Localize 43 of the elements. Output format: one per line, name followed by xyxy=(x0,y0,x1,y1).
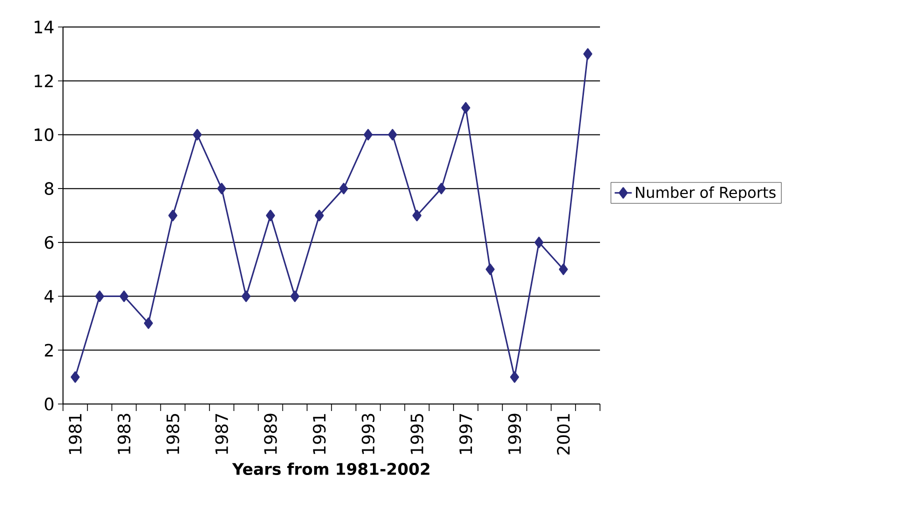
y-tick-label: 0 xyxy=(44,398,54,410)
x-tick-label: 1983 xyxy=(118,414,130,454)
x-tick-label: 1997 xyxy=(459,414,472,454)
point xyxy=(266,210,275,222)
point xyxy=(290,290,300,302)
point xyxy=(412,210,422,222)
x-tick-label: 2001 xyxy=(556,414,570,455)
point xyxy=(510,371,520,383)
y-tick-label: 4 xyxy=(44,290,54,302)
x-tick-label: 1989 xyxy=(264,414,277,454)
point xyxy=(95,290,104,302)
point xyxy=(486,264,495,276)
point xyxy=(436,182,446,194)
point xyxy=(217,182,226,194)
point xyxy=(242,290,251,302)
point xyxy=(461,102,470,114)
y-tick-label: 8 xyxy=(44,182,54,195)
point xyxy=(120,290,129,302)
x-tick-label: 1987 xyxy=(215,414,228,454)
point xyxy=(558,264,568,276)
point xyxy=(364,128,373,140)
y-tick-label: 2 xyxy=(44,344,53,356)
y-tick-label: 14 xyxy=(34,20,54,34)
point xyxy=(168,210,178,222)
x-tick-label: 1995 xyxy=(410,414,424,454)
x-tick-label: 1999 xyxy=(508,414,521,454)
y-tick-label: 6 xyxy=(44,236,54,249)
x-tick-label: 1991 xyxy=(312,414,326,454)
y-tick-label: 10 xyxy=(34,128,54,142)
x-tick-label: 1981 xyxy=(68,414,82,454)
y-tick-label: 12 xyxy=(34,74,53,88)
point xyxy=(388,128,398,140)
x-tick-label: 1993 xyxy=(362,414,375,454)
point xyxy=(70,371,80,383)
point xyxy=(144,317,153,329)
x-axis-title: Years from 1981-2002 xyxy=(232,462,430,476)
x-tick-label: 1985 xyxy=(166,414,180,454)
point xyxy=(192,128,202,140)
point xyxy=(583,48,592,60)
point xyxy=(534,236,544,248)
point xyxy=(314,210,324,222)
point xyxy=(339,182,348,194)
legend-label: Number of Reports xyxy=(636,186,776,201)
